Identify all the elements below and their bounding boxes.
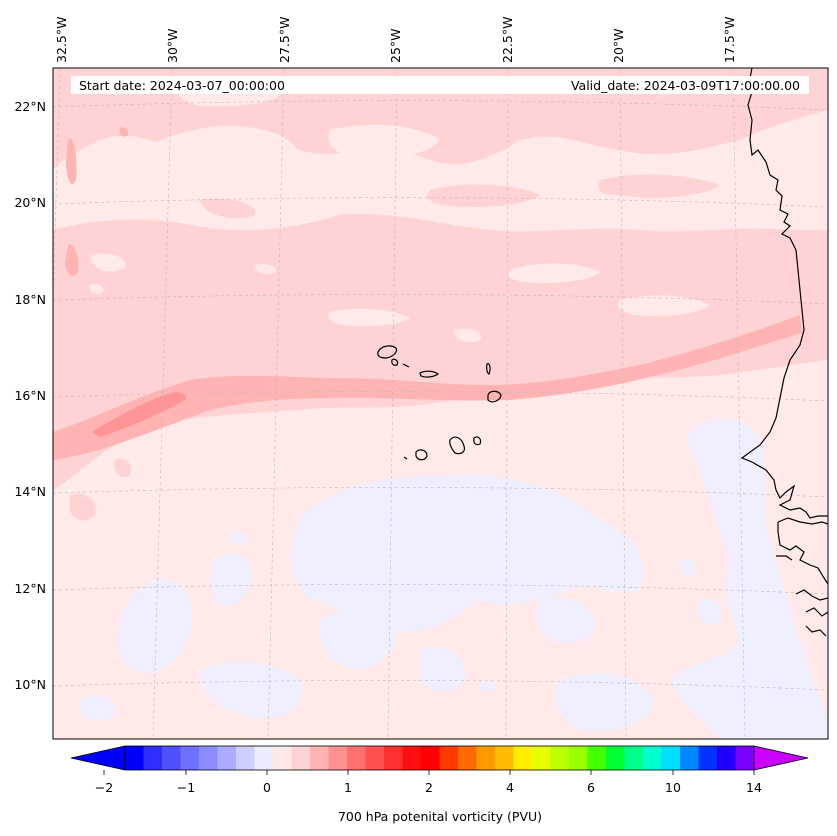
- lat-label: 14°N: [14, 484, 46, 499]
- colorbar-tick-label: −2: [95, 780, 113, 795]
- colorbar-bin: [495, 746, 514, 770]
- lon-label: 20°W: [611, 28, 626, 63]
- colorbar-bin: [328, 746, 348, 770]
- colorbar-tick-labels: −2 −1 0 1 2 4 6 10 14: [95, 780, 762, 795]
- colorbar-bin: [513, 746, 533, 770]
- colorbar-bin: [180, 746, 200, 770]
- lat-label: 16°N: [14, 388, 46, 403]
- colorbar-bin: [199, 746, 218, 770]
- colorbar-tick-label: 2: [425, 780, 433, 795]
- pv-low-regions: [80, 419, 828, 739]
- lon-label: 32.5°W: [54, 17, 69, 63]
- colorbar-bin: [162, 746, 181, 770]
- colorbar-bin: [624, 746, 644, 770]
- colorbar-bin: [365, 746, 385, 770]
- colorbar-tick-label: 1: [344, 780, 352, 795]
- map-gridlines: [53, 68, 828, 739]
- start-date-label: Start date: 2024-03-07_00:00:00: [79, 78, 285, 93]
- colorbar-bin: [291, 746, 311, 770]
- pv-light-streaks: [89, 84, 710, 343]
- colorbar-bin: [347, 746, 366, 770]
- colorbar-bin: [254, 746, 274, 770]
- colorbar-tick-label: 14: [746, 780, 762, 795]
- colorbar-extend-high: [753, 745, 809, 771]
- latitude-labels: 22°N 20°N 18°N 16°N 14°N 12°N 10°N: [14, 99, 46, 692]
- lat-label: 22°N: [14, 99, 46, 114]
- lat-label: 10°N: [14, 677, 46, 692]
- map-frame: [52, 67, 829, 740]
- colorbar-bin: [217, 746, 237, 770]
- header-box: [71, 76, 809, 94]
- colorbar-bin: [532, 746, 551, 770]
- lon-label: 25°W: [388, 28, 403, 63]
- colorbar-bin: [458, 746, 477, 770]
- map-panel: [53, 68, 828, 739]
- colorbar-bin: [550, 746, 570, 770]
- pv-max-streak: [92, 392, 186, 437]
- colorbar-bin: [273, 746, 292, 770]
- colorbar-tick-label: 6: [587, 780, 595, 795]
- colorbar: −2 −1 0 1 2 4 6 10 14 700 hPa potenital …: [70, 745, 809, 824]
- colorbar-bin: [439, 746, 459, 770]
- lat-label: 18°N: [14, 292, 46, 307]
- colorbar-ticks: [103, 770, 755, 775]
- colorbar-bin: [143, 746, 163, 770]
- colorbar-outline: [124, 745, 755, 771]
- colorbar-bin: [735, 746, 755, 770]
- colorbar-bin: [661, 746, 681, 770]
- pv-high-band: [53, 127, 802, 460]
- colorbar-bin: [125, 746, 144, 770]
- lon-label: 30°W: [165, 28, 180, 63]
- colorbar-tick-label: −1: [177, 780, 195, 795]
- colorbar-bin: [717, 746, 736, 770]
- colorbar-tick-label: 4: [506, 780, 514, 795]
- colorbar-bin: [421, 746, 440, 770]
- colorbar-tick-label: 0: [263, 780, 271, 795]
- lat-label: 20°N: [14, 195, 46, 210]
- colorbar-bin: [476, 746, 496, 770]
- colorbar-bin: [310, 746, 329, 770]
- colorbar-title: 700 hPa potenital vorticity (PVU): [338, 809, 542, 824]
- valid-date-label: Valid_date: 2024-03-09T17:00:00.00: [571, 78, 800, 93]
- colorbar-bin: [236, 746, 255, 770]
- colorbar-bin: [402, 746, 422, 770]
- lon-label: 27.5°W: [277, 17, 292, 63]
- colorbar-bin: [606, 746, 625, 770]
- cape-verde-islands: [377, 345, 502, 461]
- colorbar-bin: [587, 746, 607, 770]
- colorbar-bin: [680, 746, 699, 770]
- colorbar-bin: [569, 746, 588, 770]
- colorbar-bins: [125, 746, 755, 770]
- lat-label: 12°N: [14, 581, 46, 596]
- colorbar-bin: [698, 746, 718, 770]
- colorbar-bin: [643, 746, 662, 770]
- colorbar-extend-low: [70, 745, 126, 771]
- lon-label: 22.5°W: [500, 17, 515, 63]
- lon-label: 17.5°W: [722, 17, 737, 63]
- colorbar-tick-label: 10: [665, 780, 681, 795]
- colorbar-bin: [384, 746, 403, 770]
- longitude-labels: 32.5°W 30°W 27.5°W 25°W 22.5°W 20°W 17.5…: [54, 17, 737, 63]
- west-africa-coastline: [740, 68, 828, 637]
